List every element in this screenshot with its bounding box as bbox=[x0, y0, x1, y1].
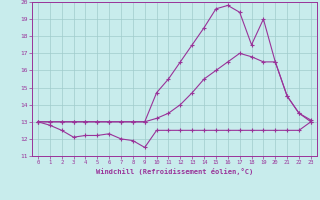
X-axis label: Windchill (Refroidissement éolien,°C): Windchill (Refroidissement éolien,°C) bbox=[96, 168, 253, 175]
